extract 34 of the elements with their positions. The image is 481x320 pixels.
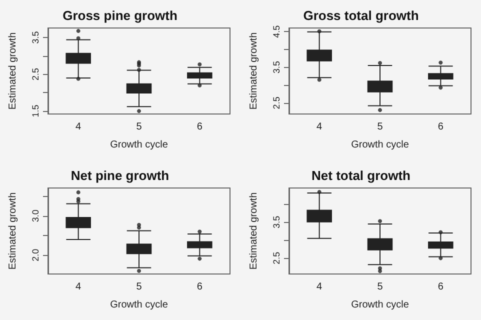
x-tick-label: 4 bbox=[76, 122, 82, 132]
x-axis-title: Growth cycle bbox=[110, 140, 168, 150]
y-tick-label: 3.5 bbox=[272, 60, 282, 74]
y-tick-label: 3.5 bbox=[30, 31, 40, 44]
x-tick-label: 5 bbox=[136, 122, 142, 132]
y-tick-label: 2.5 bbox=[30, 68, 40, 81]
x-tick-label: 5 bbox=[377, 122, 384, 132]
x-tick-label: 5 bbox=[377, 282, 384, 292]
y-tick-label: 1.5 bbox=[30, 104, 40, 118]
x-tick-label: 6 bbox=[438, 122, 444, 132]
y-tick-label: 3.5 bbox=[272, 216, 282, 228]
chart-title: Gross total growth bbox=[303, 8, 419, 23]
x-axis-title: Growth cycle bbox=[351, 140, 410, 150]
x-tick-label: 6 bbox=[196, 282, 203, 292]
y-tick-label: 2.5 bbox=[272, 96, 282, 110]
chart-title: Net pine growth bbox=[70, 168, 170, 183]
x-tick-label: 4 bbox=[76, 282, 82, 292]
y-axis-title: Estimated growth bbox=[8, 32, 18, 110]
y-tick-label: 2.0 bbox=[30, 248, 40, 262]
chart-title: Gross pine growth bbox=[62, 8, 178, 23]
y-axis-title: Estimated growth bbox=[248, 32, 260, 110]
y-axis-title: Estimated growth bbox=[248, 192, 260, 270]
y-tick-label: 2.5 bbox=[272, 252, 282, 264]
x-tick-label: 6 bbox=[438, 282, 444, 292]
x-tick-label: 4 bbox=[316, 282, 323, 292]
y-axis-title: Estimated growth bbox=[8, 192, 18, 270]
chart-title: Net total growth bbox=[312, 168, 411, 183]
x-tick-label: 6 bbox=[196, 122, 203, 132]
x-axis-title: Growth cycle bbox=[351, 300, 410, 310]
x-tick-label: 5 bbox=[136, 282, 142, 292]
y-tick-label: 4.5 bbox=[272, 25, 282, 38]
x-axis-title: Growth cycle bbox=[110, 300, 168, 310]
y-tick-label: 3.0 bbox=[30, 210, 40, 222]
x-tick-label: 4 bbox=[316, 122, 323, 132]
